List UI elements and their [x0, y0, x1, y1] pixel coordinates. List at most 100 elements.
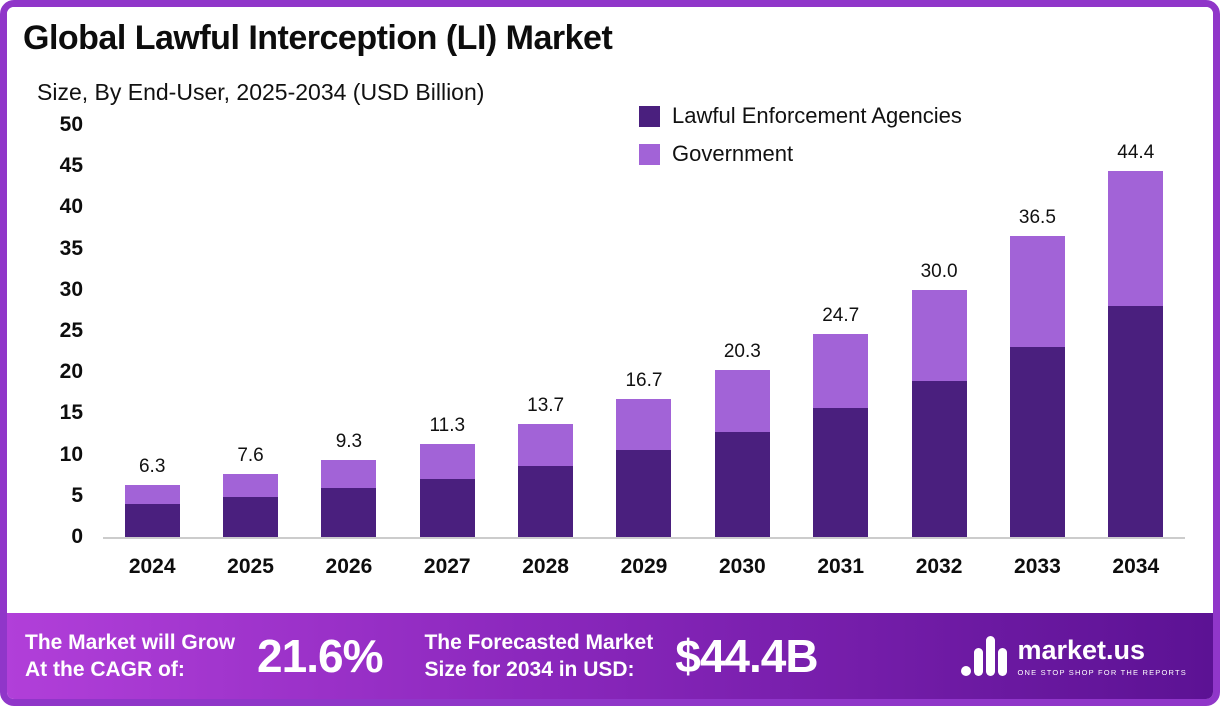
x-axis-tick: 2028: [522, 555, 569, 578]
stacked-bar: [321, 460, 377, 537]
bar-total-label: 11.3: [429, 414, 466, 436]
bar-segment-lawful-enforcement: [419, 478, 475, 537]
bar-segment-government: [518, 424, 574, 467]
stacked-bar: [616, 399, 672, 537]
bar-total-label: 36.5: [1018, 207, 1056, 229]
footer-banner: The Market will Grow At the CAGR of: 21.…: [7, 613, 1213, 699]
stacked-bar: [223, 474, 279, 537]
bar-column: 44.4: [1087, 142, 1185, 537]
x-axis-tick: 2026: [325, 555, 373, 578]
legend-item-government: Government: [639, 141, 962, 167]
stacked-bar: [1009, 236, 1065, 537]
bar-total-label: 44.4: [1117, 142, 1155, 164]
y-axis-tick: 10: [59, 442, 83, 466]
bar-column: 9.3: [300, 431, 398, 537]
chart-title: Global Lawful Interception (LI) Market: [23, 19, 613, 57]
bar-total-label: 20.3: [723, 340, 761, 362]
y-axis-tick: 15: [59, 401, 83, 425]
bar-segment-government: [714, 369, 770, 432]
bar-column: 6.3: [103, 456, 201, 537]
forecast-label-line1: The Forecasted Market: [424, 630, 654, 654]
bar-column: 30.0: [890, 261, 988, 537]
bar-segment-government: [1108, 171, 1164, 307]
forecast-label: The Forecasted Market Size for 2034 in U…: [424, 629, 653, 684]
bar-total-label: 6.3: [138, 456, 166, 478]
bar-segment-government: [813, 333, 869, 409]
bar-segment-lawful-enforcement: [321, 488, 377, 537]
bar-segment-lawful-enforcement: [911, 381, 967, 537]
stacked-bar: [124, 485, 180, 537]
y-axis: 0 5 10 15 20 25 30 35 40 45 50: [7, 113, 93, 548]
market-us-logo-icon: [961, 636, 1008, 676]
bar-segment-lawful-enforcement: [714, 431, 770, 537]
bar-segment-government: [616, 399, 672, 451]
x-axis-tick: 2034: [1112, 555, 1160, 578]
bar-segment-lawful-enforcement: [223, 497, 279, 537]
bar-column: 24.7: [792, 304, 890, 537]
brand-tagline: ONE STOP SHOP FOR THE REPORTS: [1017, 668, 1187, 677]
brand-name: market.us: [1017, 635, 1146, 665]
bar-segment-government: [124, 485, 180, 505]
y-axis-tick: 45: [59, 154, 83, 178]
forecast-value: $44.4B: [675, 630, 818, 682]
bar-segment-government: [911, 289, 967, 382]
y-axis-tick: 50: [59, 113, 83, 136]
bar-segment-lawful-enforcement: [1009, 347, 1065, 537]
bar-segment-government: [419, 443, 475, 479]
bar-segment-government: [321, 460, 377, 489]
bar-segment-lawful-enforcement: [813, 408, 869, 537]
x-axis-line: [103, 537, 1185, 539]
bar-segment-lawful-enforcement: [1108, 306, 1164, 537]
legend-label: Lawful Enforcement Agencies: [672, 103, 962, 128]
x-axis-tick: 2024: [128, 555, 176, 578]
bar-column: 7.6: [201, 445, 299, 537]
legend-label: Government: [672, 141, 794, 166]
y-axis-tick: 20: [59, 360, 83, 384]
bar-segment-lawful-enforcement: [616, 450, 672, 537]
y-axis-tick: 0: [71, 525, 83, 548]
stacked-bar: [813, 333, 869, 537]
x-axis-tick: 2032: [915, 555, 963, 578]
x-axis-tick: 2025: [227, 555, 274, 578]
chart-legend: Lawful Enforcement Agencies Government: [639, 103, 962, 167]
plot-area: 6.3 7.6 9.3 11.3 13.7 16.7 20.3 24.7 30.0 36.5 44.…: [103, 125, 1185, 537]
bar-column: 13.7: [496, 395, 594, 537]
bar-total-label: 13.7: [527, 395, 565, 417]
y-axis-tick: 35: [59, 236, 83, 260]
bar-total-label: 16.7: [625, 370, 663, 392]
bar-column: 11.3: [398, 415, 496, 537]
stacked-bar: [714, 369, 770, 537]
x-axis-tick: 2030: [718, 555, 766, 578]
y-axis-tick: 30: [59, 277, 83, 301]
stacked-bar: [518, 424, 574, 537]
bar-segment-lawful-enforcement: [518, 466, 574, 537]
bar-column: 36.5: [988, 207, 1086, 537]
legend-item-lawful-enforcement: Lawful Enforcement Agencies: [639, 103, 962, 129]
x-axis-tick: 2027: [423, 555, 471, 578]
cagr-label-line2: At the CAGR of:: [25, 658, 185, 681]
bar-total-label: 24.7: [822, 304, 860, 326]
brand-text: market.us ONE STOP SHOP FOR THE REPORTS: [1017, 635, 1187, 677]
y-axis-tick: 25: [59, 319, 83, 342]
x-axis-tick: 2033: [1014, 555, 1061, 578]
x-axis: 2024 2025 2026 2027 2028 2029 2030 2031 2032 2033…: [103, 555, 1185, 579]
bar-column: 20.3: [693, 341, 791, 537]
x-axis-tick: 2031: [817, 555, 865, 578]
bar-segment-government: [223, 474, 279, 498]
legend-swatch-light: [639, 143, 660, 165]
bar-segment-government: [1009, 236, 1065, 348]
stacked-bar: [419, 443, 475, 537]
y-axis-tick: 5: [71, 483, 83, 507]
chart-subtitle: Size, By End-User, 2025-2034 (USD Billio…: [37, 79, 485, 105]
brand-logo: market.us ONE STOP SHOP FOR THE REPORTS: [961, 634, 1187, 678]
bar-column: 16.7: [595, 370, 693, 537]
stacked-bar: [1108, 171, 1164, 537]
chart-area: Global Lawful Interception (LI) Market S…: [7, 7, 1213, 613]
bar-segment-lawful-enforcement: [124, 504, 180, 537]
y-axis-tick: 40: [59, 195, 83, 219]
cagr-value: 21.6%: [257, 630, 383, 682]
stacked-bar: [911, 289, 967, 537]
bar-total-label: 9.3: [335, 431, 363, 453]
cagr-label-line1: The Market will Grow: [25, 630, 236, 654]
